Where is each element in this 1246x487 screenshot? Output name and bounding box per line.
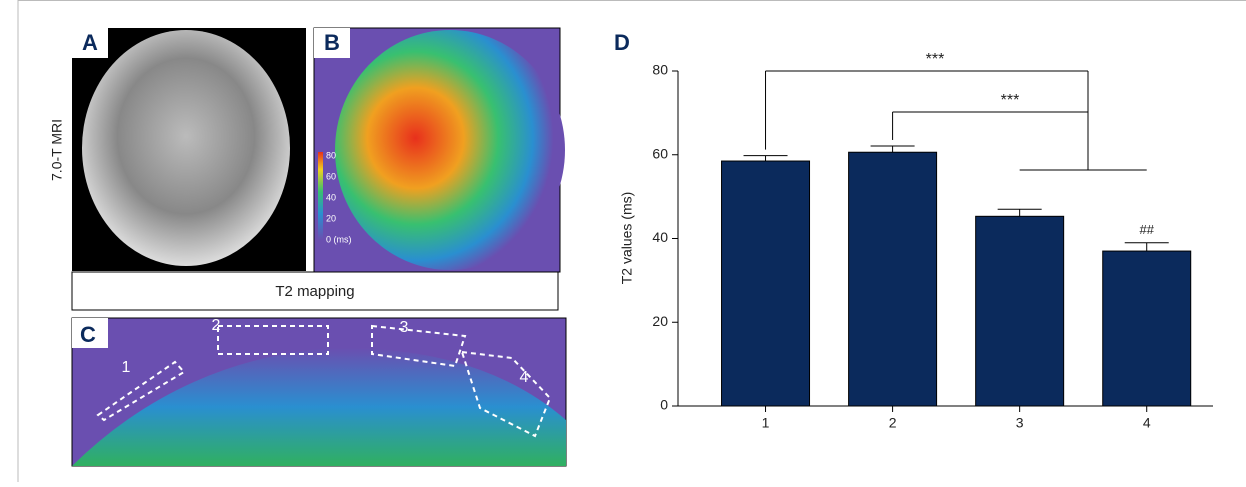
panel-label: D — [614, 30, 630, 55]
colorbar-label: 40 — [326, 192, 336, 202]
y-tick-label: 0 — [660, 397, 668, 413]
region-label: 3 — [400, 319, 409, 336]
mri-tissue — [82, 30, 290, 266]
x-tick-label: 2 — [889, 415, 897, 431]
colorbar-label: 20 — [326, 213, 336, 223]
bar — [849, 152, 937, 406]
colorbar-label: 80 — [326, 150, 336, 160]
side-label: 7.0-T MRI — [49, 119, 65, 181]
page: A 7.0-T MRI B 806040200 (ms) T2 mapping … — [0, 0, 1246, 487]
bar — [722, 161, 810, 406]
bar-chart: 0 20 40 60 80 1 2 3 4 *** *** ## — [652, 51, 1213, 430]
region-label: 2 — [212, 317, 221, 334]
bar — [1103, 251, 1191, 406]
panel-label: B — [324, 30, 340, 55]
x-tick-label: 4 — [1143, 415, 1151, 431]
panel-label: C — [80, 322, 96, 347]
significance: ## — [1139, 222, 1154, 237]
bar — [976, 216, 1064, 406]
region-label: 4 — [520, 369, 529, 386]
significance: *** — [926, 51, 945, 68]
t2-tissue — [335, 30, 565, 270]
x-tick-label: 1 — [762, 415, 770, 431]
figure: A 7.0-T MRI B 806040200 (ms) T2 mapping … — [0, 0, 1246, 482]
region-label: 1 — [122, 359, 131, 376]
colorbar — [318, 152, 323, 240]
y-tick-label: 20 — [652, 313, 668, 329]
caption: T2 mapping — [275, 283, 354, 300]
y-tick-label: 80 — [652, 62, 668, 78]
x-tick-label: 3 — [1016, 415, 1024, 431]
y-tick-label: 40 — [652, 229, 668, 245]
panel-label: A — [82, 30, 98, 55]
colorbar-label: 60 — [326, 171, 336, 181]
colorbar-label: 0 (ms) — [326, 234, 352, 244]
y-axis-label: T2 values (ms) — [619, 192, 635, 285]
significance: *** — [1001, 92, 1020, 109]
y-tick-label: 60 — [652, 145, 668, 161]
